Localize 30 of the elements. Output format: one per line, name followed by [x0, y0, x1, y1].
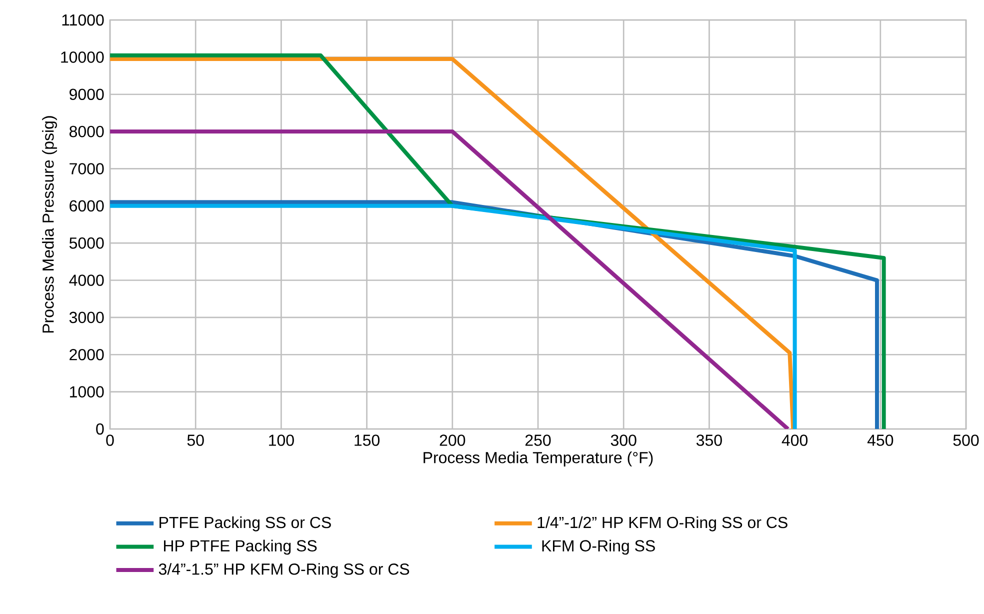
legend-label: PTFE Packing SS or CS: [160, 516, 331, 532]
y-tick-label: 9000: [70, 88, 104, 100]
y-tick-label: 3000: [69, 312, 104, 324]
legend-label: 3/4”-1.5” HP KFM O-Ring SS or CS: [158, 563, 410, 578]
legend-label: 1/4”-1/2” HP KFM O-Ring SS or CS: [538, 516, 788, 532]
x-tick-label: 150: [354, 434, 380, 446]
legend-label: HP PTFE Packing SS: [164, 540, 317, 555]
y-tick-label: 4000: [69, 274, 104, 286]
legend-label: KFM O-Ring SS: [542, 540, 655, 555]
y-tick-label: 1000: [70, 386, 104, 398]
y-tick-label: 7000: [70, 163, 104, 174]
y-axis-title: Process Media Pressure (psig): [42, 116, 57, 333]
x-tick-label: 100: [269, 434, 294, 446]
x-tick-label: 300: [610, 434, 636, 446]
y-tick-label: 10000: [61, 52, 104, 63]
y-tick-label: 6000: [70, 200, 104, 212]
x-tick-label: 400: [782, 434, 808, 446]
x-tick-label: 500: [953, 434, 979, 446]
x-tick-label: 50: [187, 434, 204, 446]
y-tick-label: 11000: [62, 14, 104, 26]
x-axis-title: Process Media Temperature (°F): [424, 452, 653, 466]
y-tick-label: 0: [96, 423, 104, 435]
y-tick-label: 2000: [70, 348, 104, 360]
y-tick-label: 5000: [69, 237, 104, 249]
x-tick-label: 0: [106, 434, 114, 446]
x-tick-label: 200: [440, 434, 466, 446]
x-tick-label: 450: [867, 434, 894, 446]
y-tick-label: 8000: [70, 126, 104, 138]
x-tick-label: 250: [525, 434, 551, 446]
x-tick-label: 350: [696, 434, 722, 446]
